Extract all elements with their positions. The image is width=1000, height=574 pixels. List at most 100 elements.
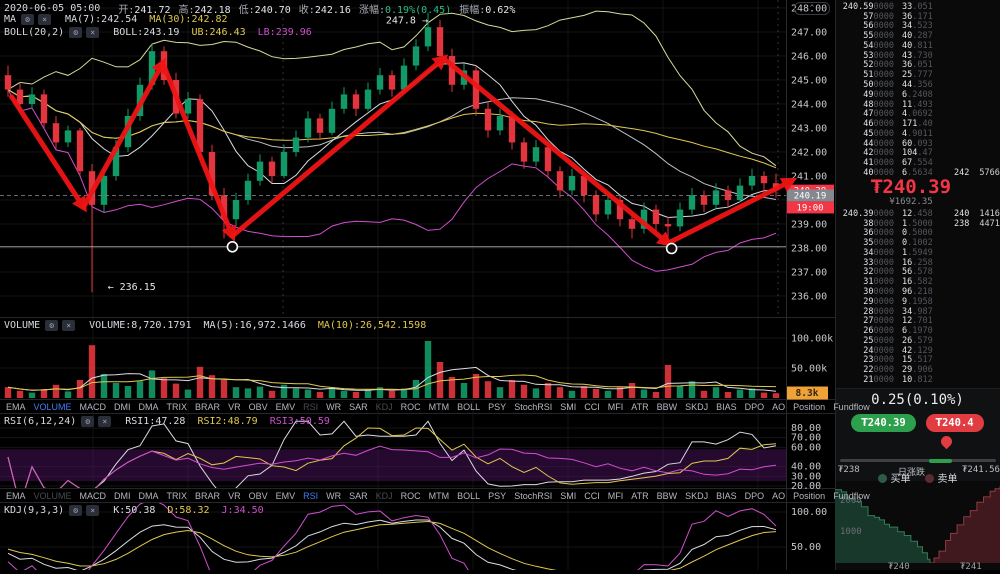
bid-row[interactable]: 310000 16.582 bbox=[863, 277, 933, 288]
bid-price-button[interactable]: ₮240.39 bbox=[851, 414, 916, 432]
tab-macd[interactable]: MACD bbox=[79, 402, 107, 412]
tab-fundflow[interactable]: Fundflow bbox=[833, 402, 870, 412]
tab-brar[interactable]: BRAR bbox=[195, 402, 221, 412]
tab-ema[interactable]: EMA bbox=[6, 491, 26, 501]
tab-stochrsi[interactable]: StochRSI bbox=[514, 402, 553, 412]
tab-dma[interactable]: DMA bbox=[138, 402, 159, 412]
settings-icon[interactable]: ⚙ bbox=[21, 14, 35, 25]
tab-roc[interactable]: ROC bbox=[400, 491, 421, 501]
tab-sar[interactable]: SAR bbox=[349, 402, 368, 412]
tab-psy[interactable]: PSY bbox=[488, 402, 507, 412]
tab-bias[interactable]: BIAS bbox=[716, 491, 737, 501]
ask-row[interactable]: 560000 34.523 bbox=[863, 21, 933, 32]
tab-ao[interactable]: AO bbox=[772, 402, 786, 412]
ask-row[interactable]: 520000 36.051 bbox=[863, 60, 933, 71]
tab-bbw[interactable]: BBW bbox=[656, 491, 678, 501]
bid-row[interactable]: 270000 12.701 bbox=[863, 316, 933, 327]
tab-brar[interactable]: BRAR bbox=[195, 491, 221, 501]
tab-trix[interactable]: TRIX bbox=[166, 402, 188, 412]
ask-row[interactable]: 550000 40.287 bbox=[863, 31, 933, 42]
tab-stochrsi[interactable]: StochRSI bbox=[514, 491, 553, 501]
bid-row[interactable]: 280000 34.987 bbox=[863, 306, 933, 317]
tab-dpo[interactable]: DPO bbox=[744, 491, 765, 501]
tab-dmi[interactable]: DMI bbox=[114, 491, 131, 501]
bid-row[interactable]: 300000 96.218 bbox=[863, 287, 933, 298]
tab-vr[interactable]: VR bbox=[228, 491, 241, 501]
tab-emv[interactable]: EMV bbox=[275, 491, 296, 501]
tab-volume[interactable]: VOLUME bbox=[33, 402, 72, 412]
tab-cci[interactable]: CCI bbox=[584, 402, 600, 412]
tab-roc[interactable]: ROC bbox=[400, 402, 421, 412]
ask-row[interactable]: 490000 6.2408 bbox=[863, 89, 933, 100]
ask-row[interactable]: 510000 25.777 bbox=[863, 70, 933, 81]
ask-row[interactable]: 460000 171.40 bbox=[863, 119, 933, 130]
bid-row[interactable]: 250000 26.579 bbox=[863, 335, 933, 346]
tab-position[interactable]: Position bbox=[793, 491, 826, 501]
tab-boll[interactable]: BOLL bbox=[457, 402, 481, 412]
bid-row[interactable]: 290000 9.1958 bbox=[863, 296, 933, 307]
chart-canvas[interactable]: 248.00 247.00 246.00 245.00 244.00 243.00 242.… bbox=[0, 0, 835, 570]
ask-row[interactable]: 540000 40.811 bbox=[863, 40, 933, 51]
tab-dma[interactable]: DMA bbox=[138, 491, 159, 501]
ask-price-button[interactable]: ₮240.4 bbox=[925, 414, 984, 432]
settings-icon[interactable]: ⚙ bbox=[81, 416, 95, 427]
tab-emv[interactable]: EMV bbox=[275, 402, 296, 412]
tab-dmi[interactable]: DMI bbox=[114, 402, 131, 412]
bid-row[interactable]: 220000 29.906 bbox=[863, 365, 933, 376]
tab-dpo[interactable]: DPO bbox=[744, 402, 765, 412]
close-icon[interactable]: × bbox=[38, 14, 52, 25]
tab-atr[interactable]: ATR bbox=[631, 402, 649, 412]
tab-vr[interactable]: VR bbox=[228, 402, 241, 412]
tab-mfi[interactable]: MFI bbox=[607, 402, 624, 412]
settings-icon[interactable]: ⚙ bbox=[69, 27, 83, 38]
tab-wr[interactable]: WR bbox=[326, 491, 342, 501]
bid-row[interactable]: 350000 0.1002 bbox=[863, 238, 933, 249]
tab-smi[interactable]: SMI bbox=[560, 402, 577, 412]
bid-row[interactable]: 360000 0.5000 bbox=[863, 228, 933, 239]
ask-row[interactable]: 480000 11.493 bbox=[863, 99, 933, 110]
bid-row[interactable]: 320000 56.578 bbox=[863, 267, 933, 278]
tab-obv[interactable]: OBV bbox=[248, 402, 268, 412]
collapse-price-scale-button[interactable]: ^ bbox=[794, 2, 830, 15]
ask-row[interactable]: 440000 60.093 bbox=[863, 138, 933, 149]
tab-ema[interactable]: EMA bbox=[6, 402, 26, 412]
ask-row[interactable]: 420000 104.47 bbox=[863, 148, 933, 159]
tab-kdj[interactable]: KDJ bbox=[375, 402, 393, 412]
tab-macd[interactable]: MACD bbox=[79, 491, 107, 501]
tab-rsi[interactable]: RSI bbox=[303, 491, 319, 501]
tab-boll[interactable]: BOLL bbox=[457, 491, 481, 501]
tab-cci[interactable]: CCI bbox=[584, 491, 600, 501]
close-icon[interactable]: × bbox=[86, 27, 100, 38]
tab-psy[interactable]: PSY bbox=[488, 491, 507, 501]
tab-wr[interactable]: WR bbox=[326, 402, 342, 412]
close-icon[interactable]: × bbox=[98, 416, 112, 427]
ask-row[interactable]: 450000 4.9011 bbox=[863, 128, 933, 139]
tab-position[interactable]: Position bbox=[793, 402, 826, 412]
bid-row[interactable]: 330000 16.258 bbox=[863, 257, 933, 268]
tab-smi[interactable]: SMI bbox=[560, 491, 577, 501]
tab-mfi[interactable]: MFI bbox=[607, 491, 624, 501]
tab-skdj[interactable]: SKDJ bbox=[685, 491, 709, 501]
tab-trix[interactable]: TRIX bbox=[166, 491, 188, 501]
ask-row[interactable]: 500000 44.356 bbox=[863, 80, 933, 91]
settings-icon[interactable]: ⚙ bbox=[45, 320, 59, 331]
tab-bias[interactable]: BIAS bbox=[716, 402, 737, 412]
tab-mtm[interactable]: MTM bbox=[428, 402, 450, 412]
tab-fundflow[interactable]: Fundflow bbox=[833, 491, 870, 501]
bid-row[interactable]: 380000 1.5000 238 4471 bbox=[863, 218, 1000, 229]
depth-chart[interactable] bbox=[835, 483, 1000, 564]
bid-row[interactable]: 230000 15.517 bbox=[863, 355, 933, 366]
bid-row[interactable]: 210000 10.812 bbox=[863, 374, 933, 385]
tab-skdj[interactable]: SKDJ bbox=[685, 402, 709, 412]
tab-obv[interactable]: OBV bbox=[248, 491, 268, 501]
ask-row[interactable]: 470000 4.0692 bbox=[863, 109, 933, 120]
tab-kdj[interactable]: KDJ bbox=[375, 491, 393, 501]
bid-row[interactable]: 240000 42.129 bbox=[863, 345, 933, 356]
ask-row[interactable]: 530000 43.730 bbox=[863, 50, 933, 61]
tab-ao[interactable]: AO bbox=[772, 491, 786, 501]
settings-icon[interactable]: ⚙ bbox=[69, 505, 83, 516]
tab-sar[interactable]: SAR bbox=[349, 491, 368, 501]
tab-mtm[interactable]: MTM bbox=[428, 491, 450, 501]
